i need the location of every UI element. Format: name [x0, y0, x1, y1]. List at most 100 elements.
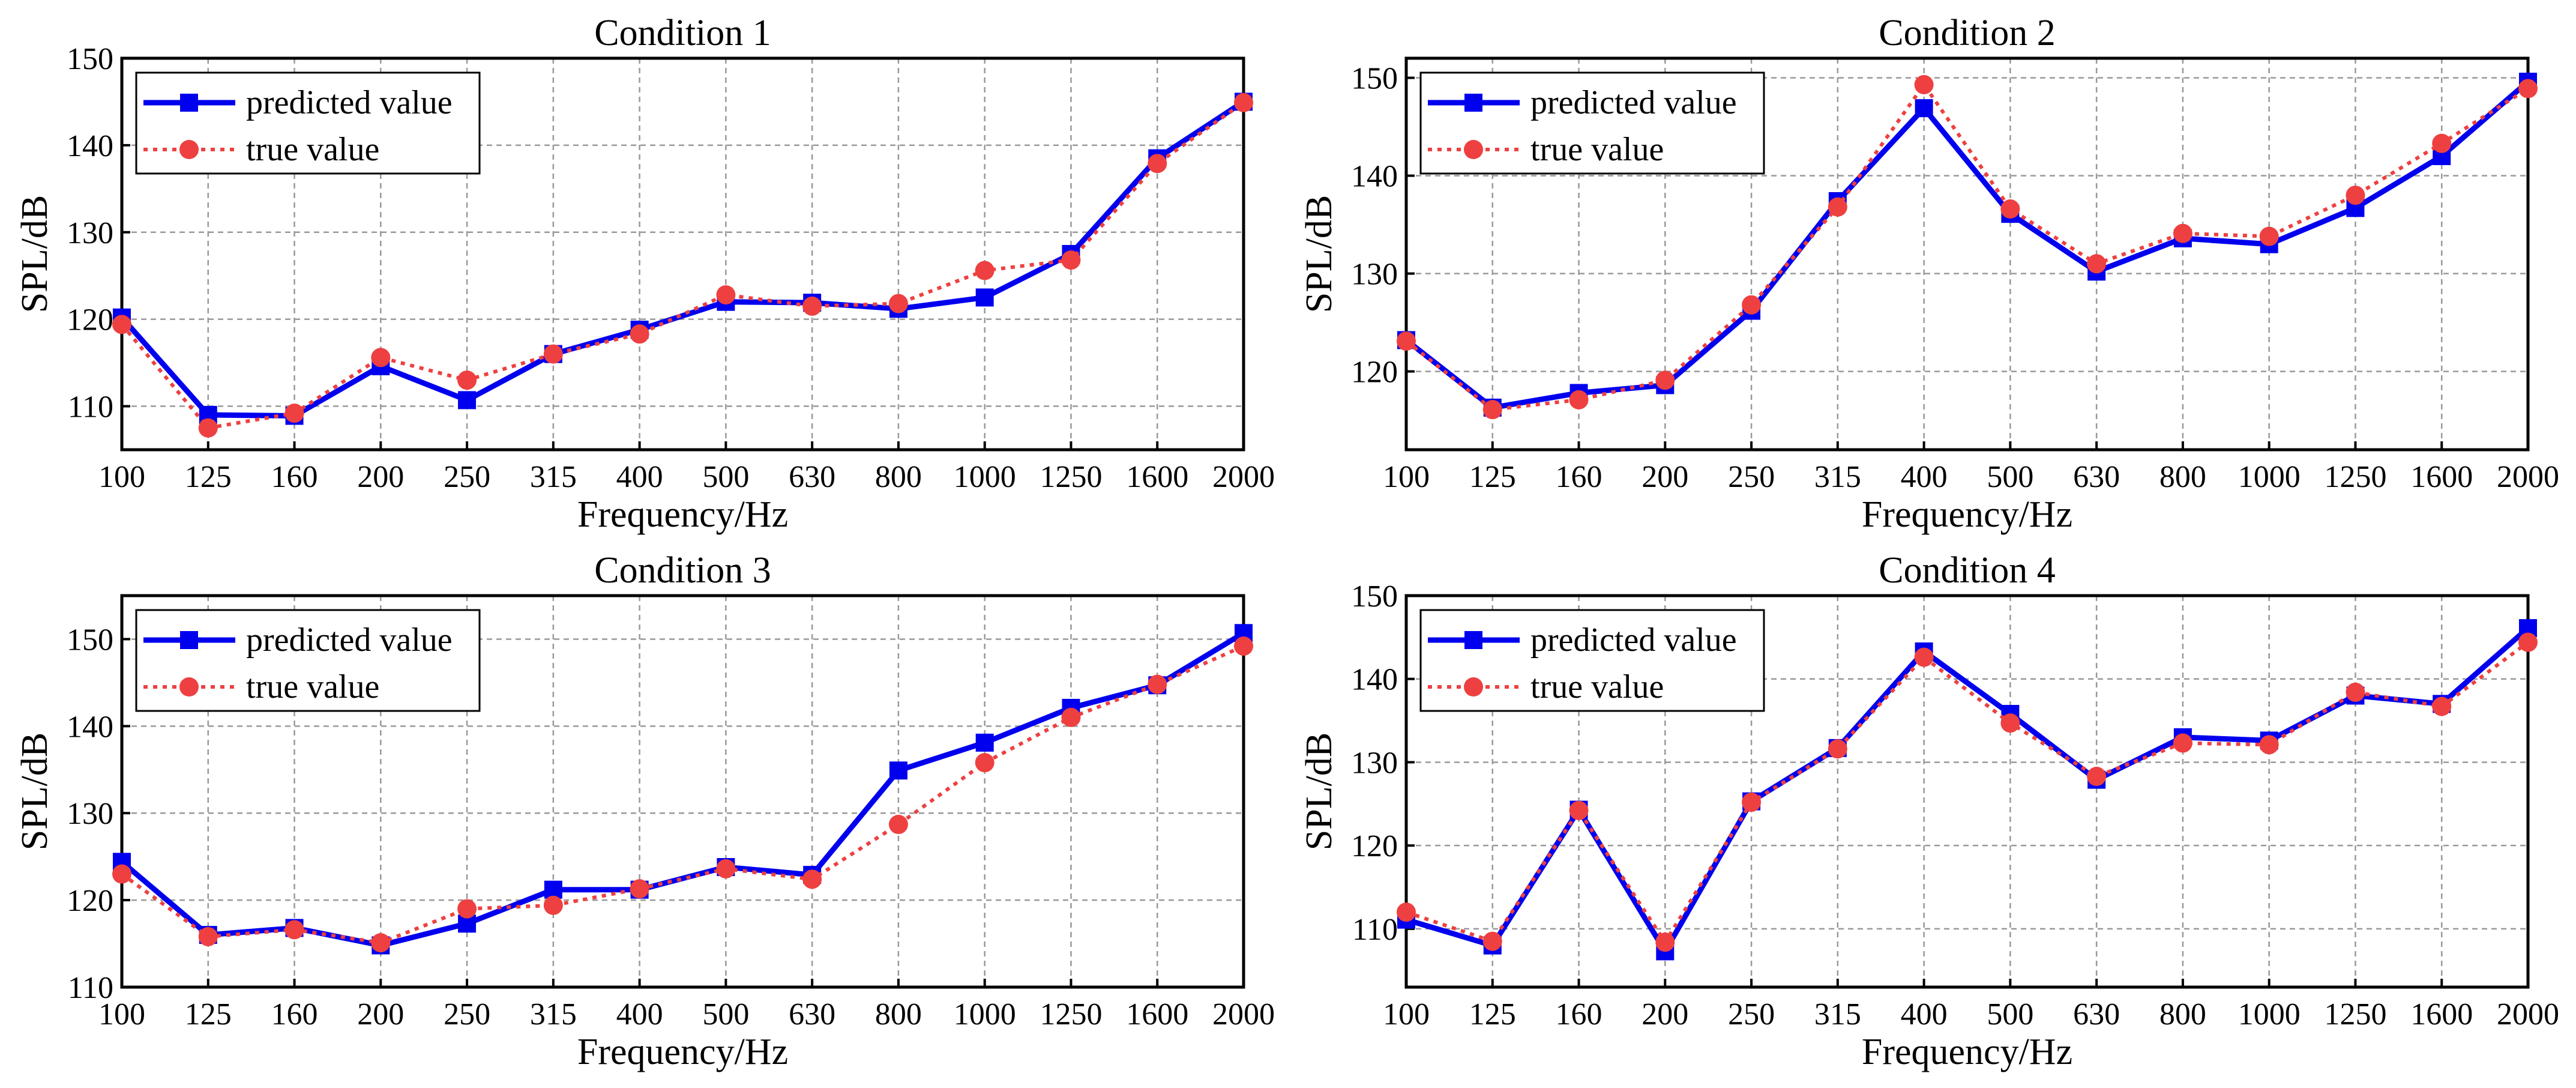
x-tick-label: 2000 — [2497, 997, 2559, 1032]
true-point — [457, 899, 477, 919]
legend: predicted value true value — [1419, 609, 1765, 712]
true-point — [1148, 674, 1167, 694]
true-point — [2087, 767, 2107, 787]
true-point — [2259, 226, 2279, 246]
y-axis-label: SPL/dB — [1299, 733, 1340, 850]
x-tick-label: 100 — [1383, 460, 1430, 494]
true-point — [2173, 223, 2192, 243]
x-tick-label: 160 — [271, 460, 318, 494]
x-tick-label: 630 — [2073, 997, 2120, 1032]
predicted-point — [975, 288, 994, 307]
x-tick-label: 200 — [357, 460, 404, 494]
true-point — [284, 403, 304, 423]
true-point — [716, 285, 736, 305]
y-tick-label: 150 — [1351, 579, 1398, 614]
predicted-line — [120, 630, 1245, 948]
y-tick-label: 140 — [1351, 160, 1398, 194]
x-tick-label: 250 — [1728, 997, 1775, 1032]
legend-true-label: true value — [246, 131, 379, 168]
x-tick-label: 250 — [444, 460, 490, 494]
x-axis-label: Frequency/Hz — [1862, 1032, 2072, 1072]
legend-true-marker — [1464, 677, 1483, 697]
x-tick-label: 800 — [875, 997, 922, 1032]
x-tick-label: 250 — [444, 997, 490, 1032]
x-tick-label: 400 — [1901, 997, 1948, 1032]
y-tick-label: 130 — [1351, 746, 1398, 780]
true-point — [543, 344, 563, 364]
x-tick-label: 315 — [530, 460, 577, 494]
y-axis-label: SPL/dB — [14, 195, 55, 313]
true-point — [2346, 682, 2365, 702]
y-tick-label: 140 — [67, 129, 113, 163]
x-tick-label: 1600 — [1126, 997, 1188, 1032]
legend-predicted-marker — [180, 94, 198, 112]
legend-predicted-label: predicted value — [246, 84, 453, 121]
true-point — [2432, 697, 2452, 716]
true-point — [371, 348, 391, 367]
legend-predicted-label: predicted value — [1530, 621, 1737, 659]
y-axis-label: SPL/dB — [14, 733, 55, 850]
x-axis-label: Frequency/Hz — [1862, 494, 2072, 535]
x-tick-label: 630 — [2073, 460, 2120, 494]
predicted-line — [119, 99, 1245, 419]
true-point — [2087, 254, 2107, 274]
true-series — [112, 636, 1253, 953]
x-tick-label: 125 — [1469, 460, 1516, 494]
x-tick-label: 2000 — [2497, 460, 2559, 494]
true-point — [888, 294, 908, 313]
y-tick-label: 140 — [1351, 663, 1398, 697]
true-point — [2000, 713, 2020, 733]
legend-predicted-label: predicted value — [246, 621, 453, 659]
true-point — [543, 895, 563, 915]
x-tick-label: 100 — [98, 460, 145, 494]
x-tick-label: 1250 — [2324, 997, 2386, 1032]
true-point — [975, 261, 995, 280]
legend-predicted-marker — [1464, 94, 1482, 112]
true-point — [284, 920, 304, 940]
x-tick-label: 1250 — [1040, 460, 1102, 494]
y-tick-label: 110 — [68, 971, 113, 1005]
true-point — [975, 753, 995, 773]
x-tick-label: 160 — [1556, 460, 1602, 494]
x-tick-label: 1600 — [1126, 460, 1188, 494]
true-line — [121, 644, 1245, 945]
y-tick-label: 130 — [67, 216, 113, 250]
legend-predicted-marker — [180, 631, 198, 649]
x-tick-label: 125 — [185, 460, 232, 494]
true-point — [1234, 92, 1253, 112]
y-tick-label: 110 — [1352, 913, 1398, 947]
predicted-point — [458, 391, 477, 410]
y-tick-label: 120 — [67, 884, 113, 918]
predicted-line — [1404, 79, 2530, 411]
true-point — [1061, 707, 1081, 727]
chart-title: Condition 2 — [1879, 13, 2056, 53]
true-series — [1397, 632, 2538, 952]
x-tick-label: 100 — [98, 997, 145, 1032]
x-tick-label: 315 — [1814, 460, 1861, 494]
true-point — [1397, 902, 1416, 922]
chart-title: Condition 1 — [594, 13, 771, 53]
y-tick-label: 120 — [1351, 355, 1398, 390]
chart-panel-1: 100 125 160 200 250 315 400 500 630 800 1000 1250 16… — [14, 13, 1275, 535]
true-series — [112, 92, 1253, 438]
chart-panel-3: 100 125 160 200 250 315 400 500 630 800 1000 1250 16… — [14, 550, 1275, 1072]
true-point — [1569, 800, 1589, 820]
y-axis-label: SPL/dB — [1299, 195, 1340, 313]
true-point — [802, 869, 822, 889]
y-tick-label: 120 — [67, 303, 113, 337]
true-point — [457, 370, 477, 390]
x-tick-label: 500 — [702, 997, 749, 1032]
predicted-point — [889, 761, 907, 780]
true-point — [1397, 331, 1416, 351]
true-point — [1482, 400, 1502, 420]
predicted-point — [1915, 99, 1933, 118]
chart-panel-2: 100 125 160 200 250 315 400 500 630 800 1000 1250 16… — [1299, 13, 2559, 535]
true-point — [1914, 75, 1934, 95]
x-tick-label: 100 — [1383, 997, 1430, 1032]
true-point — [2432, 133, 2452, 153]
y-tick-label: 130 — [1351, 258, 1398, 292]
x-tick-label: 800 — [875, 460, 922, 494]
legend-true-label: true value — [1530, 668, 1664, 706]
true-point — [1742, 793, 1762, 812]
